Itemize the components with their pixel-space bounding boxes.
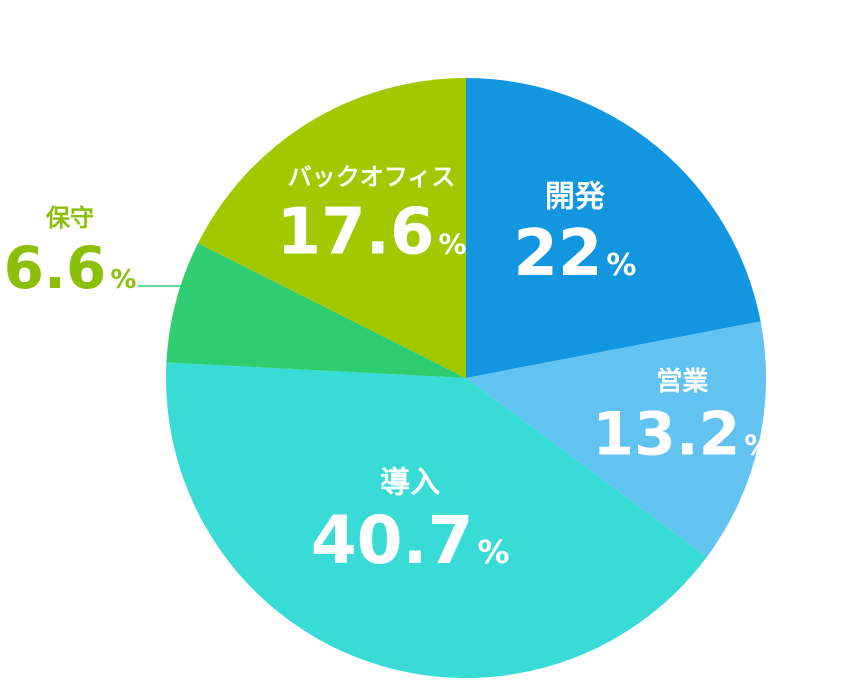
slice-name-label: 営業 <box>656 367 708 397</box>
label-slice-4: 保守6.6% <box>4 204 137 302</box>
slice-value-label: 13.2% <box>592 399 772 469</box>
label-slice-5: バックオフィス 17.6% <box>277 163 467 269</box>
leader-line-slice-4 <box>138 285 199 314</box>
slice-value-label: 6.6% <box>4 234 137 302</box>
pie-slice-2 <box>466 321 766 557</box>
pie-slice-3 <box>166 362 707 678</box>
leader-lines <box>138 285 199 314</box>
pie-slices <box>166 78 766 678</box>
pie-slice-4 <box>166 243 466 378</box>
pie-slice-5 <box>197 78 466 378</box>
slice-name-label: 導入 <box>380 465 440 500</box>
slice-value-label: 22% <box>513 217 636 291</box>
slice-value-label: 17.6% <box>277 196 467 270</box>
slice-name-label: 開発 <box>545 179 606 214</box>
pie-slice-1 <box>466 78 761 378</box>
slice-value-label: 40.7% <box>311 502 510 579</box>
slice-name-label: バックオフィス <box>288 163 456 191</box>
slice-name-label: 保守 <box>45 204 94 232</box>
